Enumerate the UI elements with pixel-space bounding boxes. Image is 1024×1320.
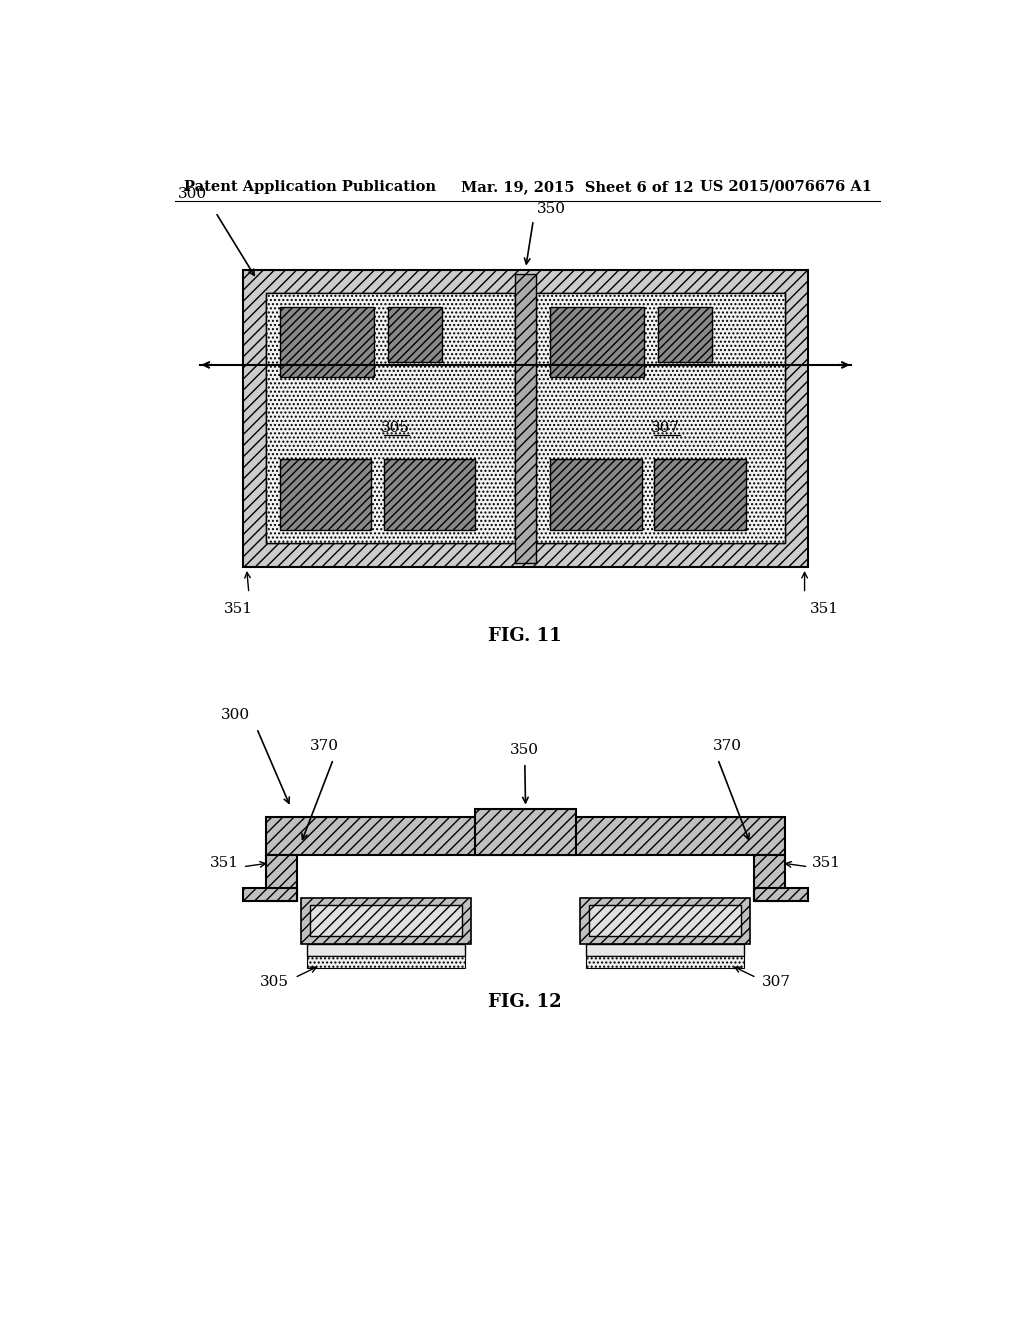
Bar xyxy=(307,944,465,956)
Bar xyxy=(586,944,744,956)
Bar xyxy=(580,898,751,944)
Bar xyxy=(550,308,644,378)
Text: US 2015/0076676 A1: US 2015/0076676 A1 xyxy=(700,180,872,194)
Text: Patent Application Publication: Patent Application Publication xyxy=(183,180,436,194)
Bar xyxy=(301,898,471,944)
Bar xyxy=(266,817,785,855)
Bar xyxy=(550,459,642,529)
Text: 351: 351 xyxy=(809,602,839,616)
Text: 370: 370 xyxy=(309,739,339,752)
Bar xyxy=(586,956,744,969)
Bar xyxy=(388,308,442,362)
Text: FIG. 11: FIG. 11 xyxy=(488,627,561,644)
Bar xyxy=(280,308,374,378)
Bar xyxy=(537,293,785,544)
Bar xyxy=(307,956,465,969)
Bar xyxy=(475,809,575,855)
Bar xyxy=(243,271,809,566)
Bar xyxy=(266,855,297,902)
Text: 307: 307 xyxy=(762,975,791,989)
Text: Mar. 19, 2015  Sheet 6 of 12: Mar. 19, 2015 Sheet 6 of 12 xyxy=(461,180,694,194)
Bar xyxy=(243,887,297,902)
Text: 300: 300 xyxy=(220,708,250,722)
Text: 370: 370 xyxy=(713,739,741,752)
Bar xyxy=(654,459,745,529)
Text: 305: 305 xyxy=(381,421,410,436)
Bar xyxy=(589,906,741,936)
Bar xyxy=(384,459,475,529)
Bar xyxy=(280,459,372,529)
Text: 351: 351 xyxy=(224,602,253,616)
Bar xyxy=(755,855,785,902)
Bar xyxy=(266,293,515,544)
Bar xyxy=(658,308,713,362)
Text: 350: 350 xyxy=(510,743,540,756)
Text: 300: 300 xyxy=(178,186,207,201)
Bar xyxy=(266,293,515,544)
Bar xyxy=(755,887,809,902)
Text: 351: 351 xyxy=(812,855,842,870)
Bar xyxy=(537,293,785,544)
Text: 305: 305 xyxy=(260,975,289,989)
Text: 307: 307 xyxy=(651,421,680,436)
Text: 351: 351 xyxy=(210,855,239,870)
Bar xyxy=(310,906,462,936)
Bar xyxy=(515,275,537,562)
Text: 350: 350 xyxy=(538,202,566,216)
Text: FIG. 12: FIG. 12 xyxy=(488,993,561,1011)
